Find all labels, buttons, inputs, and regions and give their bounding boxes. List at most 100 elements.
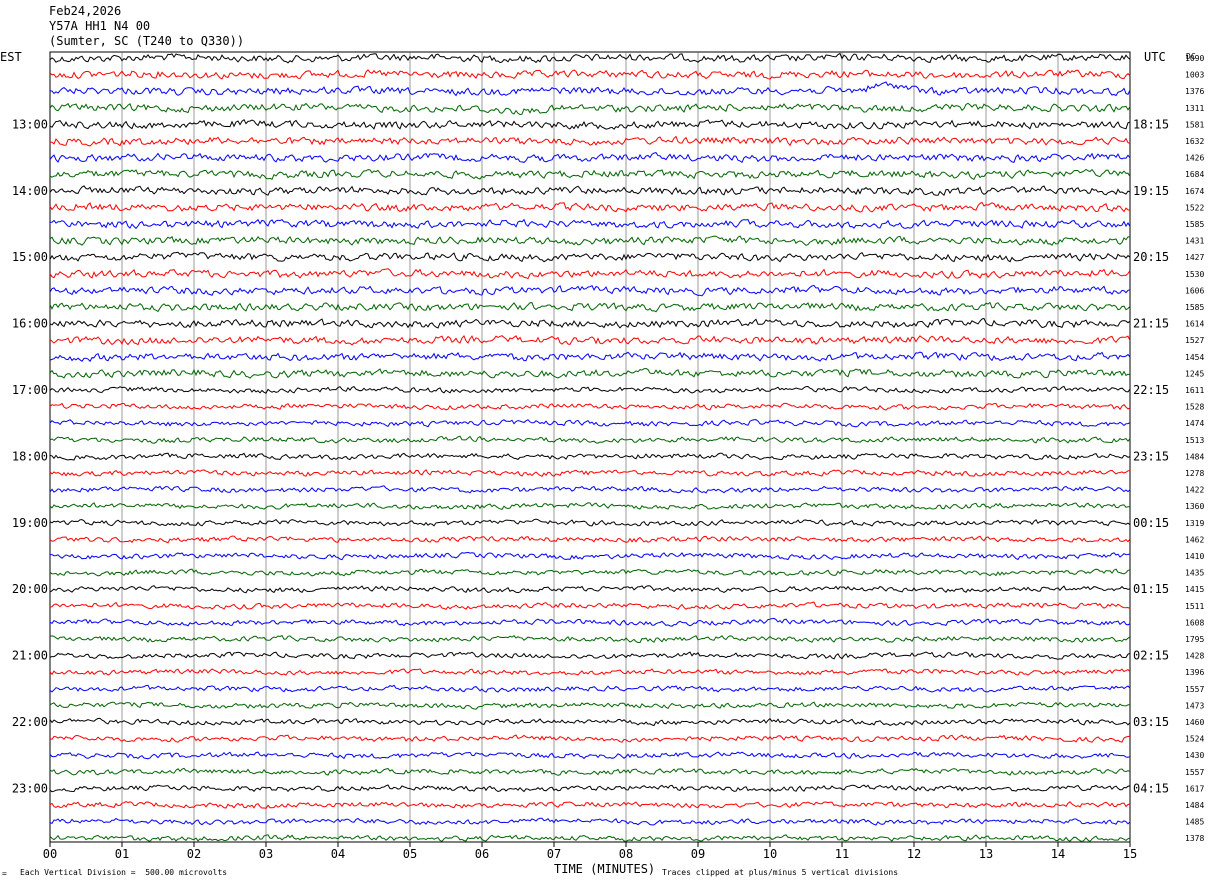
trace-7 xyxy=(49,168,1131,180)
dc-value-10: 1585 xyxy=(1185,220,1204,229)
dc-value-25: 1278 xyxy=(1185,469,1204,478)
right-hour-label-01:15: 01:15 xyxy=(1133,582,1169,596)
left-hour-label-14:00: 14:00 xyxy=(12,184,48,198)
trace-12 xyxy=(49,251,1131,263)
trace-16 xyxy=(49,317,1131,329)
dc-value-8: 1674 xyxy=(1185,187,1204,196)
trace-1 xyxy=(49,69,1131,80)
dc-value-42: 1430 xyxy=(1185,751,1204,760)
plot-frame xyxy=(49,51,1131,843)
trace-34 xyxy=(49,617,1131,627)
dc-value-19: 1245 xyxy=(1185,369,1204,378)
x-tick-label-06: 06 xyxy=(475,847,489,861)
dc-value-38: 1557 xyxy=(1185,685,1204,694)
trace-21 xyxy=(49,402,1131,411)
dc-value-47: 1378 xyxy=(1185,834,1204,843)
trace-40 xyxy=(49,717,1131,727)
trace-36 xyxy=(49,651,1131,660)
trace-19 xyxy=(49,367,1131,379)
footer-marker: = xyxy=(2,869,7,878)
left-hour-label-22:00: 22:00 xyxy=(12,715,48,729)
dc-value-2: 1376 xyxy=(1185,87,1204,96)
dc-value-28: 1319 xyxy=(1185,519,1204,528)
trace-2 xyxy=(49,81,1131,97)
right-hour-label-19:15: 19:15 xyxy=(1133,184,1169,198)
right-hour-label-04:15: 04:15 xyxy=(1133,781,1169,795)
trace-17 xyxy=(49,334,1131,346)
dc-value-3: 1311 xyxy=(1185,104,1204,113)
dc-value-13: 1530 xyxy=(1185,270,1204,279)
right-hour-label-02:15: 02:15 xyxy=(1133,649,1169,663)
left-hour-label-17:00: 17:00 xyxy=(12,383,48,397)
x-tick-label-15: 15 xyxy=(1123,847,1137,861)
dc-value-5: 1632 xyxy=(1185,137,1204,146)
dc-value-22: 1474 xyxy=(1185,419,1204,428)
right-hour-label-00:15: 00:15 xyxy=(1133,516,1169,530)
trace-32 xyxy=(49,585,1131,594)
trace-46 xyxy=(49,817,1131,826)
dc-value-26: 1422 xyxy=(1185,486,1204,495)
dc-value-46: 1485 xyxy=(1185,818,1204,827)
trace-14 xyxy=(49,284,1131,297)
dc-value-41: 1524 xyxy=(1185,735,1204,744)
chart-date: Feb24,2026 xyxy=(49,4,122,18)
dc-value-24: 1484 xyxy=(1185,452,1204,461)
trace-4 xyxy=(49,118,1131,130)
x-tick-label-07: 07 xyxy=(547,847,561,861)
trace-39 xyxy=(49,701,1131,710)
right-axis-title: UTC xyxy=(1144,50,1166,64)
trace-25 xyxy=(49,469,1131,477)
trace-8 xyxy=(49,185,1131,197)
trace-29 xyxy=(49,535,1131,544)
trace-24 xyxy=(49,452,1131,461)
dc-value-7: 1684 xyxy=(1185,170,1204,179)
x-tick-label-05: 05 xyxy=(403,847,417,861)
dc-value-34: 1608 xyxy=(1185,618,1204,627)
left-axis-title: EST xyxy=(0,50,22,64)
trace-38 xyxy=(49,684,1131,693)
scale-note: Each Vertical Division = 500.00 microvol… xyxy=(20,868,228,877)
trace-44 xyxy=(49,784,1131,793)
dc-value-36: 1428 xyxy=(1185,652,1204,661)
x-tick-label-03: 03 xyxy=(259,847,273,861)
dc-value-23: 1513 xyxy=(1185,436,1204,445)
right-hour-label-20:15: 20:15 xyxy=(1133,250,1169,264)
dc-value-43: 1557 xyxy=(1185,768,1204,777)
dc-value-12: 1427 xyxy=(1185,253,1204,262)
dc-value-35: 1795 xyxy=(1185,635,1204,644)
x-tick-label-01: 01 xyxy=(115,847,129,861)
dc-value-0: 1090 xyxy=(1185,54,1204,63)
trace-31 xyxy=(49,568,1131,577)
x-axis-label: TIME (MINUTES) xyxy=(554,862,656,876)
trace-15 xyxy=(49,301,1131,313)
left-hour-label-15:00: 15:00 xyxy=(12,250,48,264)
left-hour-label-18:00: 18:00 xyxy=(12,449,48,463)
dc-value-14: 1606 xyxy=(1185,286,1204,295)
x-tick-label-13: 13 xyxy=(979,847,993,861)
trace-28 xyxy=(49,518,1131,527)
trace-20 xyxy=(49,385,1131,394)
x-tick-label-08: 08 xyxy=(619,847,633,861)
trace-47 xyxy=(49,834,1131,843)
left-hour-label-16:00: 16:00 xyxy=(12,317,48,331)
dc-value-45: 1484 xyxy=(1185,801,1204,810)
clip-note: Traces clipped at plus/minus 5 vertical … xyxy=(662,868,899,877)
x-tick-label-11: 11 xyxy=(835,847,849,861)
right-hour-label-03:15: 03:15 xyxy=(1133,715,1169,729)
trace-13 xyxy=(49,268,1131,280)
trace-45 xyxy=(49,801,1131,809)
trace-9 xyxy=(49,201,1131,213)
trace-6 xyxy=(49,152,1131,164)
dc-value-16: 1614 xyxy=(1185,320,1204,329)
trace-3 xyxy=(49,102,1131,116)
left-hour-label-21:00: 21:00 xyxy=(12,649,48,663)
trace-27 xyxy=(49,502,1130,510)
dc-value-20: 1611 xyxy=(1185,386,1204,395)
x-tick-label-00: 00 xyxy=(43,847,57,861)
dc-value-39: 1473 xyxy=(1185,701,1204,710)
x-tick-label-04: 04 xyxy=(331,847,345,861)
trace-22 xyxy=(49,419,1131,428)
left-hour-label-23:00: 23:00 xyxy=(12,781,48,795)
dc-value-37: 1396 xyxy=(1185,668,1204,677)
